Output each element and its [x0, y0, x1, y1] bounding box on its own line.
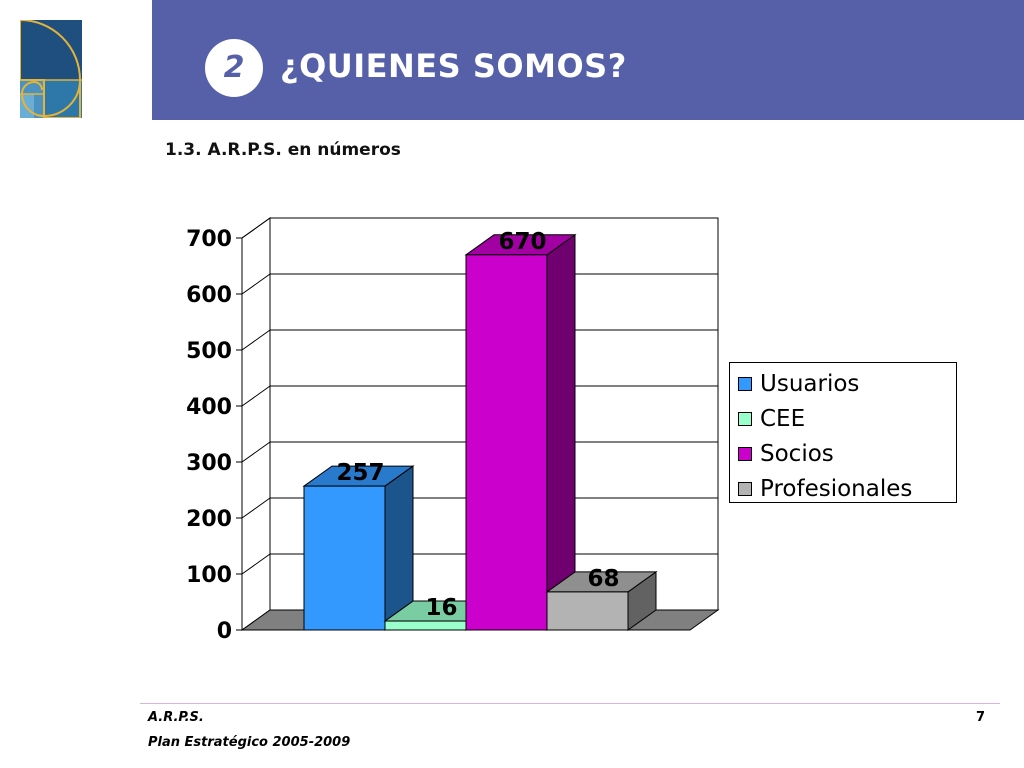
y-tick-label: 700 [186, 227, 232, 252]
bar-profesionales [546, 591, 629, 631]
gridline-depth [241, 273, 271, 295]
section-subtitle: 1.3. A.R.P.S. en números [165, 140, 401, 160]
footer-plan-title: Plan Estratégico 2005-2009 [148, 735, 351, 750]
arps-logo [20, 20, 82, 118]
footer-organization: A.R.P.S. [148, 710, 204, 725]
bar-side-socios [546, 233, 576, 631]
y-tick-label: 200 [186, 507, 232, 532]
legend-label: Profesionales [760, 476, 913, 502]
chart-legend: Usuarios CEE Socios Profesionales [729, 362, 957, 503]
header-band [152, 0, 1024, 120]
gridline-depth [241, 217, 271, 239]
data-label-usuarios: 257 [336, 460, 384, 486]
gridline-depth [241, 441, 271, 463]
legend-label: Usuarios [760, 371, 860, 397]
y-tick-label: 600 [186, 283, 232, 308]
legend-swatch [738, 447, 752, 461]
legend-swatch [738, 377, 752, 391]
footer-divider [140, 703, 1000, 704]
y-tick-label: 400 [186, 395, 232, 420]
section-number-badge: 2 [205, 39, 263, 97]
legend-item-usuarios: Usuarios [738, 368, 859, 400]
page-title: ¿QUIENES SOMOS? [280, 47, 627, 85]
data-label-socios: 670 [498, 229, 546, 255]
gridline-depth [241, 329, 271, 351]
bar-usuarios [303, 485, 386, 631]
y-tick-label: 100 [186, 563, 232, 588]
bar-chart: 0 100 200 300 400 500 600 700 257 16 670 68 [186, 217, 720, 644]
gridline-depth [241, 385, 271, 407]
y-tick-label: 300 [186, 451, 232, 476]
legend-swatch [738, 482, 752, 496]
bar-cee [384, 620, 467, 631]
legend-item-profesionales: Profesionales [738, 473, 912, 505]
y-tick-label: 0 [217, 619, 232, 644]
legend-label: CEE [760, 406, 806, 432]
y-tick-label: 500 [186, 339, 232, 364]
legend-swatch [738, 412, 752, 426]
legend-item-cee: CEE [738, 403, 805, 435]
legend-item-socios: Socios [738, 438, 834, 470]
legend-label: Socios [760, 441, 834, 467]
data-label-cee: 16 [425, 595, 457, 621]
chart-side-wall [241, 217, 271, 631]
page-number: 7 [976, 710, 986, 725]
gridline-depth [241, 497, 271, 519]
gridline-depth [241, 553, 271, 575]
bar-socios [465, 254, 548, 631]
data-label-profesionales: 68 [587, 566, 619, 592]
